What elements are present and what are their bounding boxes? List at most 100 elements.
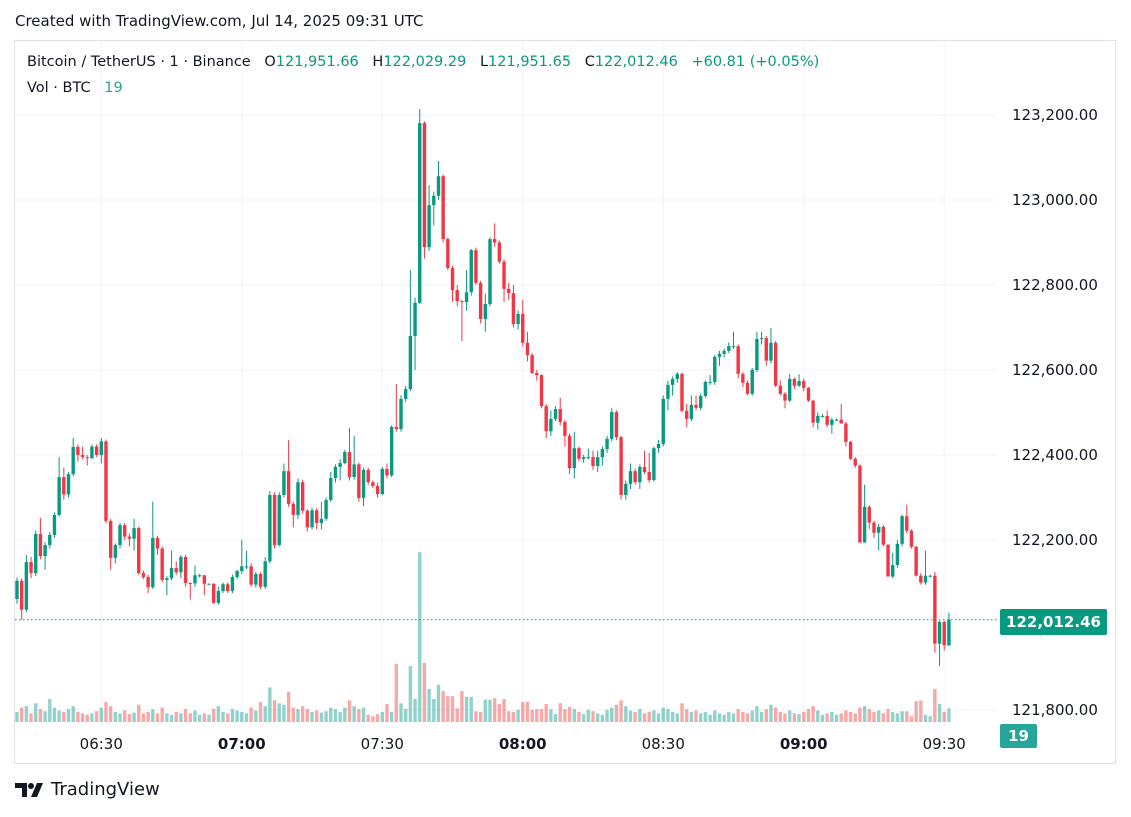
candle-body [820, 415, 825, 417]
volume-bar [38, 709, 43, 722]
candle-body [853, 458, 857, 466]
candle-body [183, 557, 188, 583]
last-volume-label: 19 [1000, 724, 1037, 748]
volume-bar [703, 711, 708, 722]
volume-bar [235, 710, 239, 722]
candle-body [661, 398, 665, 444]
candle-body [642, 466, 647, 472]
volume-bar [291, 707, 295, 722]
volume-bar [581, 714, 586, 722]
candle-body [371, 482, 375, 487]
change-value: +60.81 (+0.05%) [691, 54, 820, 70]
candle-body [436, 176, 441, 196]
symbol-title[interactable]: Bitcoin / TetherUS · 1 · Binance [27, 54, 251, 70]
volume-bar [137, 704, 141, 722]
volume-bar [399, 703, 403, 722]
volume-bar [549, 709, 553, 722]
volume-bar [432, 698, 436, 722]
volume-bar [446, 696, 450, 722]
candle-body [895, 543, 900, 566]
volume-bar [670, 711, 675, 722]
candle-body [652, 448, 656, 481]
candle-body [708, 381, 712, 383]
volume-bar [127, 714, 132, 722]
volume-bar [85, 714, 89, 722]
volume-bar [375, 714, 380, 722]
candle-body [85, 457, 89, 459]
candle-body [858, 465, 862, 543]
candle-body [343, 452, 347, 464]
volume-bar [741, 711, 745, 722]
candle-body [563, 421, 567, 436]
volume-title[interactable]: Vol · BTC [27, 80, 91, 96]
chart-frame[interactable] [14, 40, 1116, 764]
volume-bar [694, 710, 698, 722]
candle-body [567, 435, 572, 469]
volume-bar [848, 711, 853, 722]
candle-body [741, 373, 745, 383]
candle-body [914, 546, 918, 576]
volume-bar [408, 665, 413, 722]
candle-body [816, 415, 820, 423]
volume-bar [478, 711, 483, 722]
candle-body [347, 452, 352, 478]
volume-bar [825, 713, 829, 722]
candle-body [769, 342, 773, 361]
price-tick-label: 122,400.00 [1012, 446, 1098, 464]
candle-body [811, 400, 815, 423]
volume-bar [249, 707, 253, 722]
volume-bar [942, 711, 946, 722]
candle-body [272, 494, 277, 546]
candle-body [160, 548, 164, 580]
candle-body [151, 537, 155, 588]
volume-bar [483, 699, 487, 722]
candle-body [469, 250, 473, 293]
candle-body [282, 471, 286, 495]
volume-bar [99, 707, 103, 722]
candle-body [703, 381, 708, 396]
candle-body [197, 575, 202, 577]
volume-bar [652, 710, 656, 722]
volume-bar [914, 701, 918, 722]
volume-bar [572, 709, 576, 722]
candle-body [165, 578, 169, 580]
volume-bar [862, 706, 867, 722]
volume-bar [310, 711, 314, 722]
volume-bar [577, 711, 581, 722]
candle-body [132, 528, 136, 539]
volume-bar [188, 713, 192, 722]
candle-body [483, 304, 487, 319]
candle-body [108, 520, 113, 558]
volume-bar [361, 707, 366, 722]
volume-bar [544, 704, 548, 722]
candle-body [113, 545, 118, 558]
candle-body [324, 500, 328, 519]
candle-body [507, 288, 511, 294]
tradingview-logo[interactable]: TradingView [15, 779, 160, 800]
tradingview-logo-icon [15, 782, 43, 797]
volume-bar [525, 701, 530, 722]
candle-body [338, 463, 342, 467]
candle-body [581, 457, 586, 459]
candle-body [745, 382, 750, 394]
candle-body [258, 574, 263, 587]
candle-body [886, 544, 890, 577]
low-label: L [479, 54, 489, 70]
volume-bar [193, 710, 197, 722]
candle-body [268, 494, 272, 562]
volume-bar [511, 711, 516, 722]
candle-body [422, 123, 427, 248]
volume-bar [886, 709, 890, 722]
volume-legend: Vol · BTC 19 [27, 80, 123, 96]
volume-bar [418, 552, 422, 722]
candle-body [830, 419, 834, 425]
candle-body [399, 398, 403, 430]
candle-body [628, 471, 633, 484]
volume-bar [699, 713, 703, 722]
candle-body [802, 381, 806, 388]
volume-bar [507, 711, 511, 722]
candle-body [418, 123, 422, 303]
volume-bar [731, 713, 736, 722]
volume-bar [108, 706, 113, 722]
